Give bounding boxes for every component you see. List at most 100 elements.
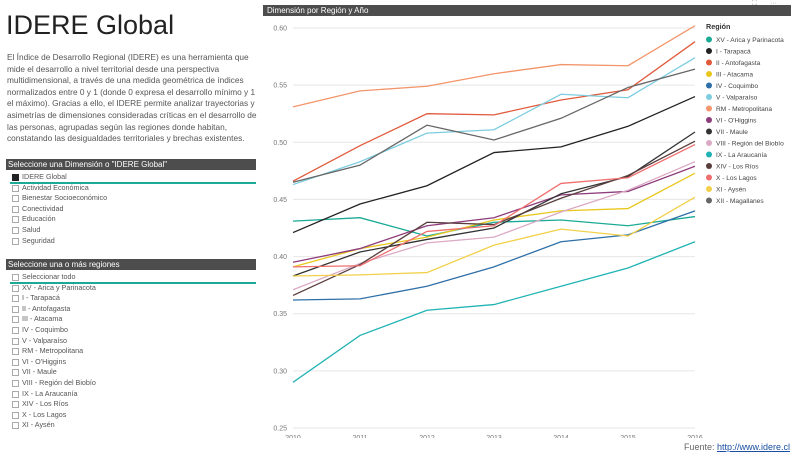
legend-marker: [706, 151, 712, 158]
dimension-item[interactable]: Actividad Económica: [6, 183, 256, 194]
legend-entry: XI - Aysén: [716, 187, 746, 194]
legend-marker: [706, 71, 712, 77]
y-tick-label: 0.40: [273, 254, 287, 261]
dimension-checkbox[interactable]: [12, 174, 19, 181]
legend-entry: VI - O'Higgins: [716, 118, 757, 125]
dimension-item[interactable]: Bienestar Socioeconómico: [6, 193, 256, 204]
region-checkbox[interactable]: [12, 348, 19, 356]
legend-marker: [706, 117, 712, 123]
region-item[interactable]: XI - Aysén: [6, 420, 256, 431]
region-checkbox[interactable]: [12, 358, 19, 366]
region-checkbox[interactable]: [12, 326, 19, 334]
dimension-item[interactable]: Salud: [6, 225, 256, 236]
region-checkbox[interactable]: [12, 274, 19, 281]
dimension-item[interactable]: Conectividad: [6, 204, 256, 215]
region-item-label: VIII - Región del Biobío: [22, 377, 96, 387]
series-line: [292, 131, 696, 277]
dimension-item[interactable]: Seguridad: [6, 236, 256, 247]
dimension-checkbox[interactable]: [12, 237, 19, 245]
region-item-label: XIV - Los Ríos: [22, 399, 69, 409]
region-item[interactable]: VIII - Región del Biobío: [6, 378, 256, 389]
dimension-item-label: Conectividad: [22, 203, 64, 213]
x-tick-label: 2013: [486, 435, 502, 438]
series-line: [292, 57, 696, 186]
series-line: [292, 25, 696, 108]
region-checkbox[interactable]: [12, 411, 19, 419]
legend-marker: [706, 197, 712, 204]
region-checkbox[interactable]: [12, 401, 19, 409]
region-checkbox[interactable]: [12, 337, 19, 345]
region-item[interactable]: I - Tarapacá: [6, 293, 256, 304]
region-item-label: IX - La Araucanía: [22, 388, 78, 398]
legend-entry: VII - Maule: [716, 129, 748, 136]
legend-title: Región: [706, 22, 730, 31]
dimension-checkbox[interactable]: [12, 195, 19, 203]
dimension-item-label: Seguridad: [22, 235, 55, 245]
region-item-label: IV - Coquimbo: [22, 324, 68, 334]
legend-marker: [706, 174, 712, 181]
legend-entry: III - Atacama: [716, 72, 753, 79]
dimension-checkbox[interactable]: [12, 205, 19, 213]
legend-marker: [706, 36, 712, 43]
series-line: [292, 241, 696, 383]
region-checkbox[interactable]: [12, 369, 19, 377]
region-item[interactable]: X - Los Lagos: [6, 410, 256, 421]
legend-marker: [706, 82, 712, 89]
dimension-checkbox[interactable]: [12, 216, 19, 224]
legend-marker: [706, 105, 712, 112]
region-item[interactable]: XV - Arica y Parinacota: [6, 283, 256, 294]
region-checkbox[interactable]: [12, 305, 19, 313]
y-tick-label: 0.50: [273, 140, 287, 147]
legend-entry: I - Tarapacá: [716, 49, 751, 56]
region-item[interactable]: II - Antofagasta: [6, 304, 256, 315]
dimension-item[interactable]: Educación: [6, 214, 256, 225]
y-tick-label: 0.60: [273, 26, 287, 33]
region-checkbox[interactable]: [12, 284, 19, 292]
region-item[interactable]: III - Atacama: [6, 314, 256, 325]
region-item-label: XV - Arica y Parinacota: [22, 282, 96, 292]
region-item-label: II - Antofagasta: [22, 303, 71, 313]
more-options-icon[interactable]: ···: [770, 0, 777, 7]
region-checkbox[interactable]: [12, 316, 19, 324]
legend-entry: X - Los Lagos: [716, 175, 757, 182]
legend-marker: [706, 140, 712, 146]
focus-mode-icon[interactable]: ⛶: [752, 0, 757, 7]
region-item-label: I - Tarapacá: [22, 293, 60, 303]
page-title: IDERE Global: [6, 10, 175, 40]
region-item[interactable]: VII - Maule: [6, 367, 256, 378]
legend-entry: IV - Coquimbo: [716, 83, 758, 90]
dimension-checkbox[interactable]: [12, 184, 19, 192]
dimension-item-label: Actividad Económica: [22, 182, 89, 192]
series-line: [292, 161, 696, 291]
region-item-label: Seleccionar todo: [22, 272, 76, 281]
dimension-item-label: IDERE Global: [22, 172, 67, 181]
legend-entry: IX - La Araucanía: [716, 152, 767, 159]
region-item[interactable]: IV - Coquimbo: [6, 325, 256, 336]
series-line: [292, 165, 696, 263]
legend-marker: [706, 163, 712, 169]
legend-marker: [706, 48, 712, 54]
region-checkbox[interactable]: [12, 390, 19, 398]
region-item[interactable]: Seleccionar todo: [6, 272, 256, 284]
region-item[interactable]: XIV - Los Ríos: [6, 399, 256, 410]
legend-entry: II - Antofagasta: [716, 60, 761, 67]
line-chart: 0.25 0.30 0.35 0.40 0.45 0.50 0.55 0.60 2010 2011…: [273, 22, 784, 438]
y-tick-label: 0.30: [273, 368, 287, 375]
region-checkbox[interactable]: [12, 422, 19, 430]
x-tick-label: 2012: [419, 435, 435, 438]
region-item[interactable]: IX - La Araucanía: [6, 389, 256, 400]
dimension-checkbox[interactable]: [12, 226, 19, 234]
source-link[interactable]: http://www.idere.cl: [716, 442, 790, 452]
region-item[interactable]: RM - Metropolitana: [6, 346, 256, 357]
region-item[interactable]: VI - O'Higgins: [6, 357, 256, 368]
region-item[interactable]: V - Valparaíso: [6, 336, 256, 347]
region-checkbox[interactable]: [12, 295, 19, 303]
source-footer: Fuente: http://www.idere.cl: [684, 442, 790, 452]
region-checkbox[interactable]: [12, 379, 19, 387]
region-item-label: V - Valparaíso: [22, 335, 68, 345]
y-tick-label: 0.25: [273, 426, 287, 433]
x-tick-label: 2016: [687, 435, 703, 438]
x-tick-label: 2014: [553, 435, 569, 438]
dimension-item[interactable]: IDERE Global: [6, 172, 256, 184]
y-tick-label: 0.45: [273, 197, 287, 204]
